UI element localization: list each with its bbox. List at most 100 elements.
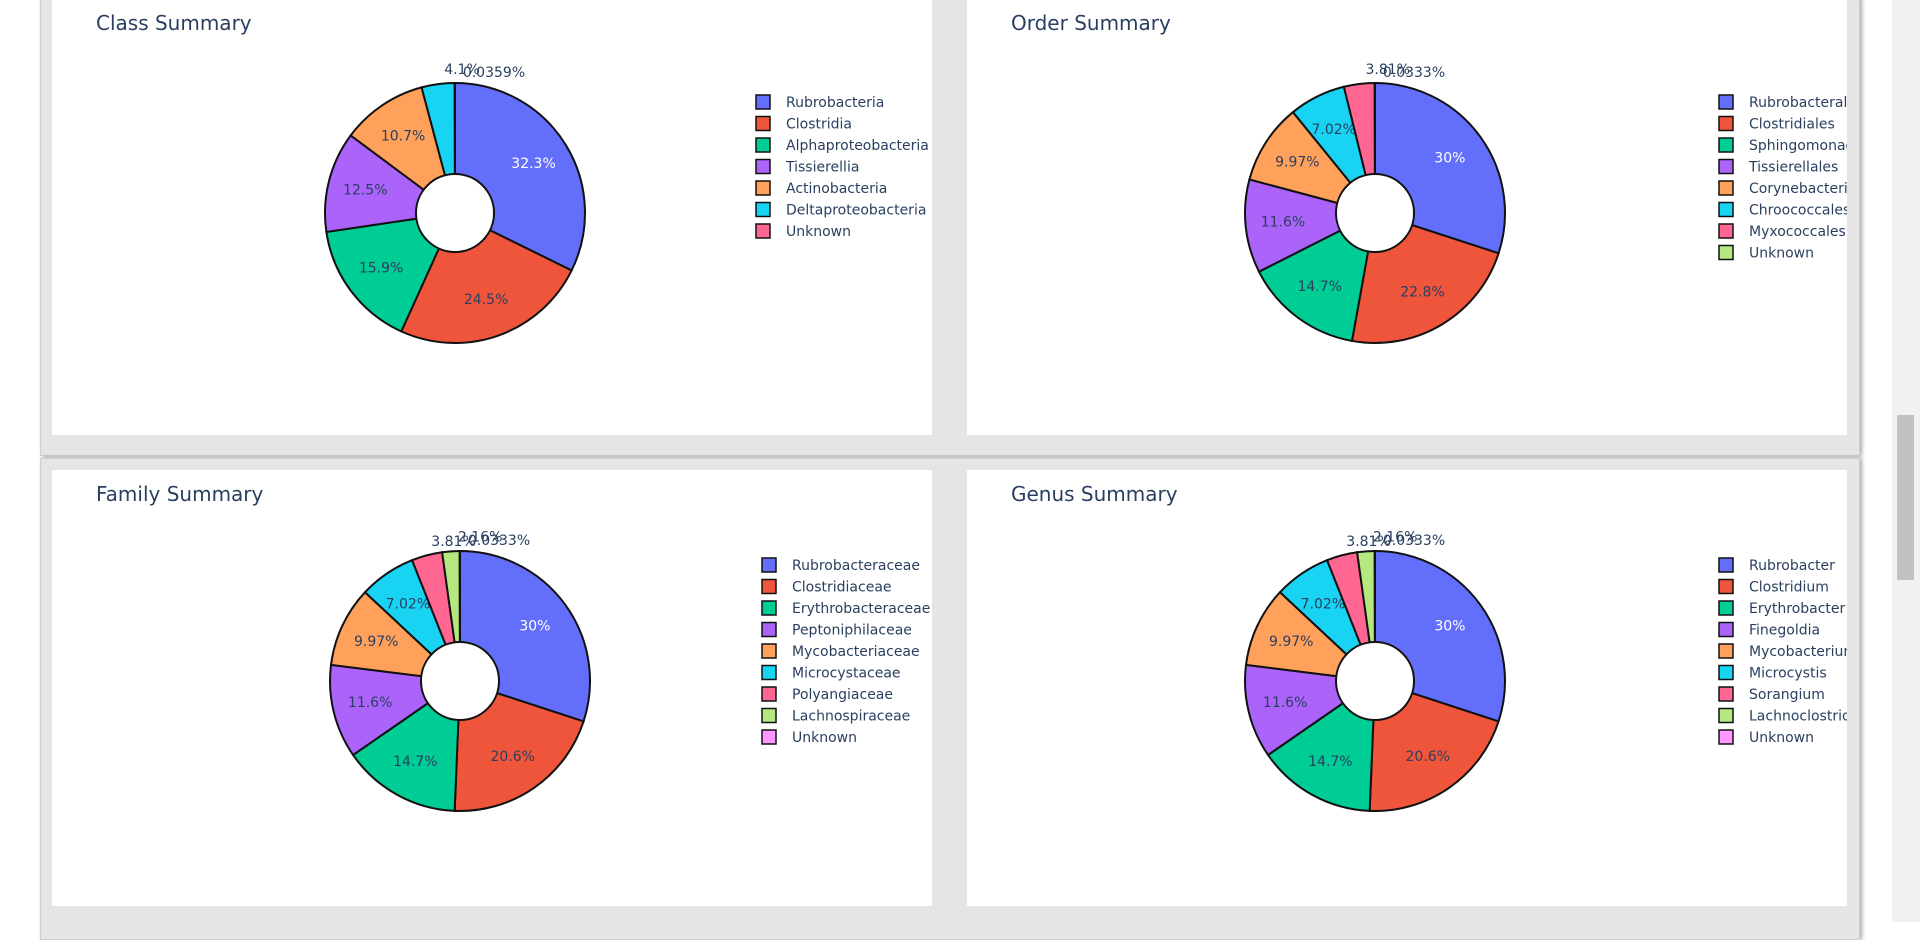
legend-swatch[interactable] (1719, 95, 1733, 109)
legend-swatch[interactable] (762, 666, 776, 680)
slice-label: 30% (1434, 151, 1465, 167)
legend-label[interactable]: Clostridium (1749, 580, 1829, 596)
legend-swatch[interactable] (756, 160, 770, 174)
legend-label[interactable]: Mycobacterium (1749, 644, 1847, 660)
summary-section-bottom: Family Summary 30%20.6%14.7%11.6%9.97%7.… (40, 458, 1860, 940)
legend-label[interactable]: Lachnoclostridium (1749, 709, 1847, 725)
legend-label[interactable]: Microcystis (1749, 666, 1827, 682)
legend-swatch[interactable] (1719, 160, 1733, 174)
legend-swatch[interactable] (1719, 623, 1733, 637)
legend-swatch[interactable] (1719, 730, 1733, 744)
slice-label: 20.6% (491, 749, 535, 765)
family-summary-card: Family Summary 30%20.6%14.7%11.6%9.97%7.… (52, 470, 932, 906)
legend-swatch[interactable] (762, 623, 776, 637)
slice-label: 0.0333% (1383, 65, 1445, 81)
slice-label: 0.0333% (468, 533, 530, 549)
legend-swatch[interactable] (762, 601, 776, 615)
slice-label: 11.6% (348, 695, 392, 711)
legend-swatch[interactable] (762, 644, 776, 658)
family-summary-pie-chart: 30%20.6%14.7%11.6%9.97%7.02%3.81%2.16%0.… (52, 470, 932, 906)
legend-swatch[interactable] (756, 203, 770, 217)
legend-label[interactable]: Sphingomonadales (1749, 138, 1847, 154)
legend-swatch[interactable] (1719, 687, 1733, 701)
legend-label[interactable]: Rubrobacteria (786, 95, 884, 111)
legend-label[interactable]: Rubrobacter (1749, 558, 1835, 574)
legend-label[interactable]: Peptoniphilaceae (792, 623, 912, 639)
slice-label: 0.0333% (1383, 533, 1445, 549)
slice-label: 30% (519, 619, 550, 635)
slice-label: 14.7% (1308, 754, 1352, 770)
slice-label: 22.8% (1400, 284, 1444, 300)
slice-label: 24.5% (464, 292, 508, 308)
legend-swatch[interactable] (756, 138, 770, 152)
legend-swatch[interactable] (1719, 246, 1733, 260)
legend-label[interactable]: Mycobacteriaceae (792, 644, 920, 660)
legend-swatch[interactable] (762, 687, 776, 701)
legend-label[interactable]: Erythrobacteraceae (792, 601, 930, 617)
page-scrollbar[interactable] (1892, 0, 1920, 922)
legend-swatch[interactable] (762, 730, 776, 744)
slice-label: 0.0359% (463, 65, 525, 81)
legend-label[interactable]: Microcystaceae (792, 666, 901, 682)
legend-swatch[interactable] (756, 224, 770, 238)
slice-label: 14.7% (1297, 279, 1341, 295)
legend-label[interactable]: Sorangium (1749, 687, 1825, 703)
slice-label: 12.5% (343, 182, 387, 198)
legend-label[interactable]: Unknown (792, 730, 857, 746)
order-summary-pie-chart: 30%22.8%14.7%11.6%9.97%7.02%3.81%0.0333%… (967, 0, 1847, 435)
legend-swatch[interactable] (1719, 181, 1733, 195)
legend-label[interactable]: Chroococcales (1749, 203, 1847, 219)
legend-label[interactable]: Actinobacteria (786, 181, 887, 197)
legend-swatch[interactable] (1719, 203, 1733, 217)
legend-swatch[interactable] (1719, 666, 1733, 680)
legend-swatch[interactable] (1719, 644, 1733, 658)
legend-label[interactable]: Unknown (786, 224, 851, 240)
slice-label: 7.02% (386, 597, 430, 613)
legend-label[interactable]: Deltaproteobacteria (786, 203, 926, 219)
legend-label[interactable]: Corynebacteriales (1749, 181, 1847, 197)
legend-label[interactable]: Myxococcales (1749, 224, 1846, 240)
legend-label[interactable]: Erythrobacter (1749, 601, 1846, 617)
legend-label[interactable]: Clostridia (786, 117, 852, 133)
legend-swatch[interactable] (762, 558, 776, 572)
scrollbar-thumb[interactable] (1897, 415, 1914, 580)
legend-label[interactable]: Clostridiales (1749, 117, 1835, 133)
slice-label: 32.3% (511, 156, 555, 172)
legend-swatch[interactable] (756, 181, 770, 195)
legend-swatch[interactable] (756, 117, 770, 131)
legend-swatch[interactable] (1719, 138, 1733, 152)
slice-label: 9.97% (1269, 634, 1313, 650)
legend-swatch[interactable] (1719, 580, 1733, 594)
legend-label[interactable]: Lachnospiraceae (792, 709, 910, 725)
legend-label[interactable]: Tissierellia (785, 160, 859, 176)
legend-label[interactable]: Alphaproteobacteria (786, 138, 929, 154)
legend-swatch[interactable] (762, 580, 776, 594)
class-summary-card: Class Summary 32.3%24.5%15.9%12.5%10.7%4… (52, 0, 932, 435)
legend-swatch[interactable] (1719, 117, 1733, 131)
donut-hole (416, 174, 494, 252)
legend-swatch[interactable] (1719, 558, 1733, 572)
legend-swatch[interactable] (756, 95, 770, 109)
slice-label: 7.02% (1311, 122, 1355, 138)
legend-label[interactable]: Unknown (1749, 246, 1814, 262)
legend-swatch[interactable] (1719, 709, 1733, 723)
legend-swatch[interactable] (762, 709, 776, 723)
legend-swatch[interactable] (1719, 601, 1733, 615)
slice-label: 20.6% (1406, 749, 1450, 765)
donut-hole (1336, 642, 1414, 720)
slice-label: 30% (1434, 619, 1465, 635)
legend-label[interactable]: Unknown (1749, 730, 1814, 746)
legend-label[interactable]: Finegoldia (1749, 623, 1820, 639)
legend-label[interactable]: Rubrobacterales (1749, 95, 1847, 111)
legend-label[interactable]: Rubrobacteraceae (792, 558, 920, 574)
class-summary-pie-chart: 32.3%24.5%15.9%12.5%10.7%4.1%0.0359%Rubr… (52, 0, 932, 435)
slice-label: 11.6% (1263, 695, 1307, 711)
legend-label[interactable]: Tissierellales (1748, 160, 1838, 176)
order-summary-card: Order Summary 30%22.8%14.7%11.6%9.97%7.0… (967, 0, 1847, 435)
legend-label[interactable]: Polyangiaceae (792, 687, 893, 703)
genus-summary-card: Genus Summary 30%20.6%14.7%11.6%9.97%7.0… (967, 470, 1847, 906)
legend-label[interactable]: Clostridiaceae (792, 580, 892, 596)
slice-label: 7.02% (1301, 597, 1345, 613)
legend-swatch[interactable] (1719, 224, 1733, 238)
donut-hole (421, 642, 499, 720)
